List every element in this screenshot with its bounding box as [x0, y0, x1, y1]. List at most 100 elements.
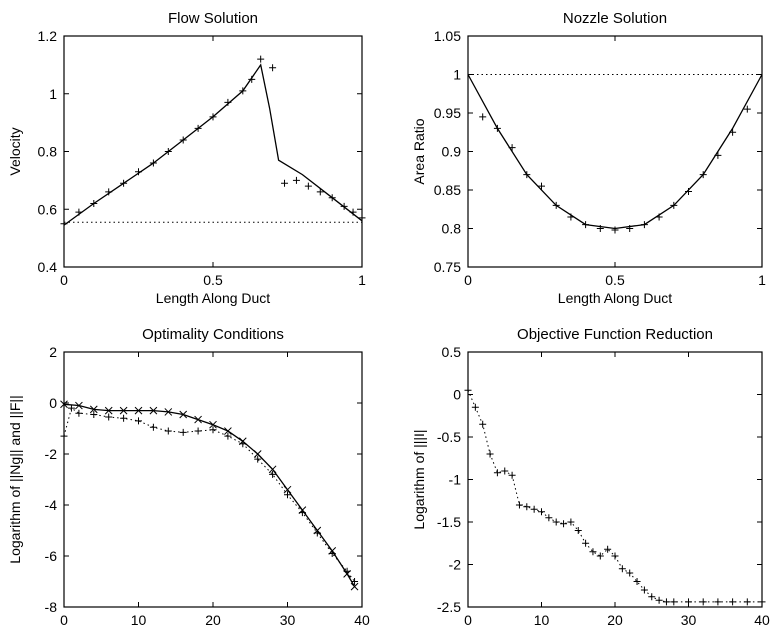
- data-point: [464, 386, 472, 394]
- data-point: [281, 179, 289, 187]
- x-tick-label: 30: [681, 612, 697, 628]
- data-point: [596, 552, 604, 560]
- x-tick-label: 30: [280, 612, 296, 628]
- x-tick-label: 0: [464, 612, 472, 628]
- axes-frame: [467, 351, 763, 608]
- data-point: [508, 144, 516, 152]
- y-tick-label: -6: [45, 548, 58, 564]
- data-point: [493, 124, 501, 132]
- y-tick-label: 0.4: [38, 259, 58, 275]
- data-point: [257, 55, 265, 63]
- y-axis-label: Area Ratio: [411, 118, 427, 184]
- chart-title: Objective Function Reduction: [517, 326, 713, 343]
- data-point: [670, 201, 678, 209]
- data-point: [179, 410, 188, 419]
- y-tick-label: 0.9: [442, 144, 462, 160]
- series-line-1: [63, 403, 356, 587]
- data-point: [104, 406, 113, 415]
- y-tick-label: 0.8: [38, 144, 58, 160]
- data-point: [538, 508, 545, 516]
- x-tick-label: 40: [354, 612, 370, 628]
- series-line-1: [467, 74, 763, 230]
- data-point: [743, 598, 751, 606]
- data-point: [618, 565, 626, 573]
- y-axis-label: Logarithm of ||Ng|| and ||F||: [7, 395, 23, 563]
- chart-panel-4: Objective Function ReductionIterationsLo…: [411, 326, 770, 631]
- data-point: [729, 128, 737, 136]
- data-point: [604, 545, 612, 553]
- y-tick-label: 0: [49, 395, 57, 411]
- data-point: [90, 199, 98, 207]
- y-tick-label: -2: [449, 557, 462, 573]
- data-point: [105, 413, 113, 421]
- y-tick-label: 1: [49, 86, 57, 102]
- data-point: [662, 598, 670, 606]
- x-tick-label: 0: [60, 272, 68, 288]
- data-point: [149, 406, 158, 415]
- x-tick-label: 0: [464, 272, 472, 288]
- data-point: [685, 188, 692, 196]
- chart-title: Nozzle Solution: [563, 10, 667, 27]
- data-point: [135, 168, 142, 176]
- data-point: [224, 427, 232, 435]
- data-point: [574, 527, 582, 534]
- data-point: [209, 426, 217, 434]
- data-point: [530, 505, 538, 513]
- x-tick-label: 10: [534, 612, 550, 628]
- x-axis-label: Length Along Duct: [156, 290, 271, 306]
- x-axis-label: Length Along Duct: [558, 290, 673, 306]
- data-point: [224, 98, 232, 106]
- data-point: [316, 188, 324, 196]
- data-point: [515, 501, 523, 509]
- data-point: [248, 75, 256, 83]
- data-point: [589, 548, 597, 556]
- data-point: [640, 586, 648, 594]
- data-point: [328, 194, 336, 202]
- y-tick-label: -2: [45, 446, 58, 462]
- y-tick-label: 0.95: [434, 105, 461, 121]
- data-point: [89, 405, 98, 414]
- series-line-1: [467, 390, 762, 603]
- data-point: [552, 201, 560, 209]
- data-point: [239, 440, 247, 448]
- chart-title: Flow Solution: [168, 10, 258, 27]
- data-point: [292, 176, 300, 184]
- data-point: [119, 406, 128, 415]
- chart-title: Optimality Conditions: [142, 326, 284, 343]
- y-tick-label: 1.05: [434, 28, 461, 44]
- data-point: [75, 409, 83, 417]
- data-point: [149, 159, 157, 167]
- data-point: [134, 406, 143, 415]
- data-point: [626, 569, 634, 577]
- data-point: [135, 417, 142, 425]
- data-point: [164, 148, 172, 155]
- data-point: [560, 520, 568, 528]
- data-point: [655, 596, 663, 604]
- data-point: [179, 428, 187, 436]
- data-point: [501, 467, 509, 475]
- data-point: [545, 514, 553, 522]
- y-tick-label: 1: [453, 67, 461, 83]
- y-tick-label: 0.85: [434, 182, 461, 198]
- data-point: [120, 414, 128, 422]
- data-point: [567, 213, 575, 221]
- data-point: [640, 221, 648, 229]
- x-tick-label: 20: [205, 612, 221, 628]
- data-point: [648, 593, 656, 601]
- data-point: [626, 225, 634, 232]
- x-tick-label: 1: [358, 272, 366, 288]
- y-tick-label: -4: [45, 497, 58, 513]
- data-point: [209, 113, 217, 121]
- data-point: [633, 578, 641, 585]
- data-point: [611, 226, 619, 234]
- data-point: [254, 455, 262, 463]
- data-point: [239, 87, 247, 95]
- y-tick-label: 0.5: [442, 344, 462, 360]
- data-point: [758, 598, 766, 606]
- data-point: [349, 208, 357, 216]
- y-tick-label: 0.75: [434, 259, 461, 275]
- series-line-1: [63, 63, 363, 226]
- y-tick-label: 0.8: [442, 221, 462, 237]
- data-point: [743, 105, 751, 113]
- data-point: [224, 432, 232, 440]
